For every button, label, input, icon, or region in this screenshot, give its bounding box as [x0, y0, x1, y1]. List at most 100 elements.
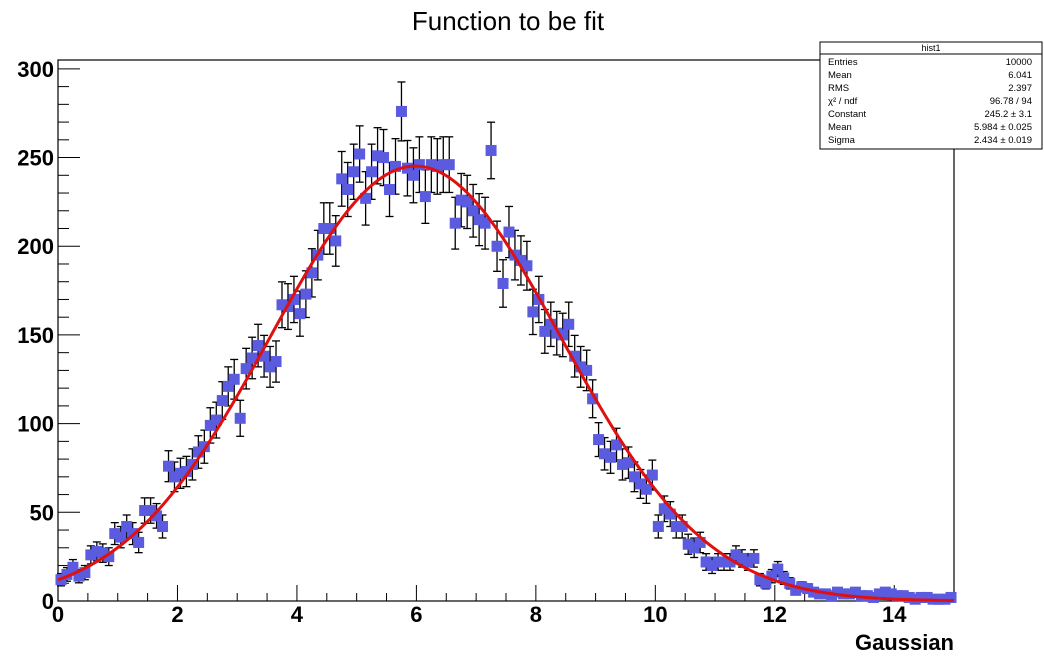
data-point — [180, 466, 192, 478]
data-point — [581, 364, 593, 376]
data-point — [718, 556, 730, 568]
data-point — [826, 590, 838, 602]
data-point — [372, 150, 384, 162]
data-point — [395, 105, 407, 117]
data-point — [778, 572, 790, 584]
data-point — [843, 588, 855, 600]
data-point — [682, 538, 694, 550]
data-point — [270, 356, 282, 368]
data-point — [521, 260, 533, 272]
data-point — [945, 591, 957, 603]
data-point — [885, 588, 897, 600]
y-tick-label: 50 — [30, 500, 54, 525]
error-bars — [56, 81, 956, 602]
data-point — [61, 568, 73, 580]
y-tick-label: 300 — [17, 57, 54, 82]
data-point — [174, 467, 186, 479]
data-point — [294, 308, 306, 320]
data-point — [670, 521, 682, 533]
data-point — [198, 441, 210, 453]
stats-box: hist1 Entries 10000 Mean 6.041 RMS 2.397 χ² / … — [819, 41, 1043, 150]
data-point — [157, 521, 169, 533]
data-point — [109, 528, 121, 540]
y-tick-label: 250 — [17, 146, 54, 171]
data-point — [145, 505, 157, 517]
data-point — [497, 277, 509, 289]
data-point — [222, 380, 234, 392]
data-point — [216, 395, 228, 407]
data-point — [760, 577, 772, 589]
stats-row-label: Mean — [828, 122, 852, 133]
data-point — [79, 567, 91, 579]
stats-row-value: 2.397 — [1008, 83, 1032, 94]
y-tick-label: 200 — [17, 234, 54, 259]
data-point — [139, 505, 151, 517]
data-point — [204, 419, 216, 431]
y-tick-label: 100 — [17, 412, 54, 437]
data-point — [437, 159, 449, 171]
data-point — [133, 536, 145, 548]
data-point — [306, 267, 318, 279]
stats-row-label: Mean — [828, 70, 852, 81]
y-tick-label: 0 — [42, 589, 54, 614]
data-point — [192, 446, 204, 458]
data-point — [91, 545, 103, 557]
data-point — [814, 588, 826, 600]
data-point — [431, 160, 443, 172]
data-point — [234, 412, 246, 424]
data-point — [700, 556, 712, 568]
data-point — [652, 521, 664, 533]
data-point — [276, 299, 288, 311]
data-point — [407, 169, 419, 181]
data-point — [772, 563, 784, 575]
data-point — [378, 152, 390, 164]
data-point — [115, 531, 127, 543]
x-axis-label: Gaussian — [855, 630, 954, 655]
data-point — [473, 214, 485, 226]
data-point — [485, 144, 497, 156]
data-point — [861, 590, 873, 602]
data-point — [706, 560, 718, 572]
data-point — [449, 217, 461, 229]
data-point — [151, 510, 163, 522]
data-point — [616, 458, 628, 470]
data-point — [694, 536, 706, 548]
data-point — [569, 350, 581, 362]
stats-row-label: Constant — [828, 109, 866, 120]
x-tick-label: 12 — [763, 602, 787, 627]
stats-row-value: 2.434 ± 0.019 — [974, 135, 1032, 146]
stats-row-label: χ² / ndf — [828, 96, 858, 107]
data-point — [628, 471, 640, 483]
data-point — [252, 340, 264, 352]
x-tick-label: 2 — [171, 602, 183, 627]
data-point — [384, 183, 396, 195]
data-point — [228, 373, 240, 385]
data-point — [849, 586, 861, 598]
data-point — [915, 591, 927, 603]
data-point — [879, 586, 891, 598]
data-point — [121, 521, 133, 533]
x-tick-label: 4 — [291, 602, 304, 627]
data-point — [300, 288, 312, 300]
stats-box-title: hist1 — [921, 43, 940, 53]
y-axis: 0 50 100 150 200 250 300 — [17, 57, 80, 614]
data-point — [85, 549, 97, 561]
data-point — [67, 561, 79, 573]
data-point — [103, 551, 115, 563]
x-tick-label: 10 — [643, 602, 667, 627]
data-point — [664, 508, 676, 520]
x-axis: 0 2 4 6 8 10 12 14 — [52, 585, 955, 627]
data-point — [73, 570, 85, 582]
stats-row-label: Sigma — [828, 135, 856, 146]
data-point — [593, 434, 605, 446]
data-point — [611, 439, 623, 451]
data-point — [730, 549, 742, 561]
x-tick-label: 6 — [410, 602, 422, 627]
y-tick-label: 150 — [17, 323, 54, 348]
data-point — [784, 577, 796, 589]
data-point — [163, 460, 175, 472]
chart-title: Function to be fit — [412, 6, 605, 36]
data-point — [605, 451, 617, 463]
data-markers — [55, 105, 957, 605]
data-point — [348, 166, 360, 178]
